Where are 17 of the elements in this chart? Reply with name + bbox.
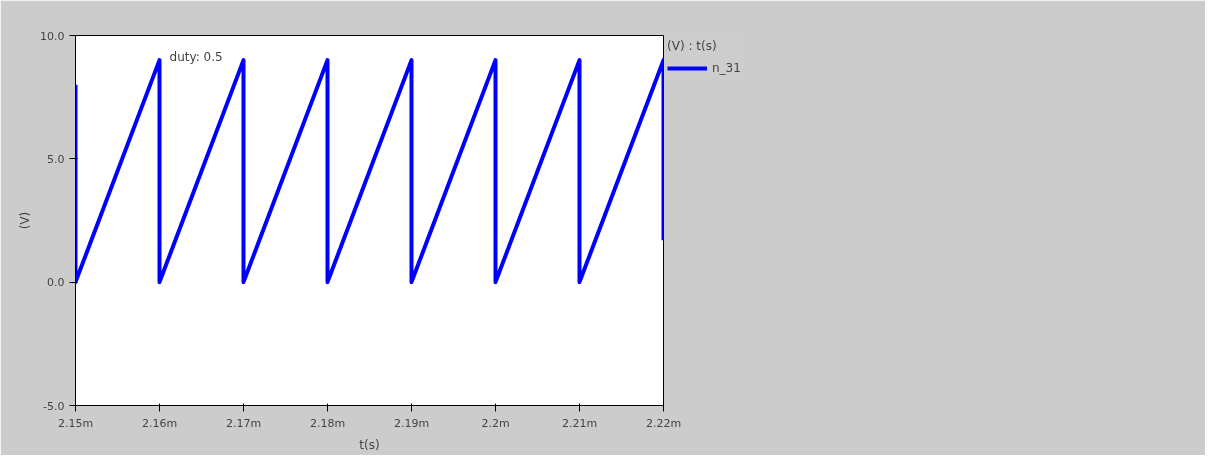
x-tick-label: 2.22m bbox=[645, 416, 682, 430]
annotation: duty: 0.5 bbox=[169, 50, 223, 65]
y-tick-label: 5.0 bbox=[47, 152, 65, 166]
legend-label: n_31 bbox=[712, 61, 741, 75]
legend-title: (V) : t(s) bbox=[667, 39, 718, 53]
x-tick-label: 2.19m bbox=[393, 416, 430, 430]
x-tick-label: 2.17m bbox=[225, 416, 262, 430]
y-tick-label: -5.0 bbox=[43, 399, 65, 413]
x-axis-title: t(s) bbox=[359, 437, 380, 452]
y-axis-title: (V) bbox=[18, 211, 33, 230]
x-tick-label: 2.21m bbox=[561, 416, 598, 430]
x-tick-label: 2.15m bbox=[57, 416, 94, 430]
x-tick-label: 2.18m bbox=[309, 416, 346, 430]
y-tick-label: 10.0 bbox=[40, 29, 65, 43]
x-tick-label: 2.2m bbox=[481, 416, 510, 430]
y-tick-label: 0.0 bbox=[47, 276, 65, 290]
x-tick-label: 2.16m bbox=[141, 416, 178, 430]
